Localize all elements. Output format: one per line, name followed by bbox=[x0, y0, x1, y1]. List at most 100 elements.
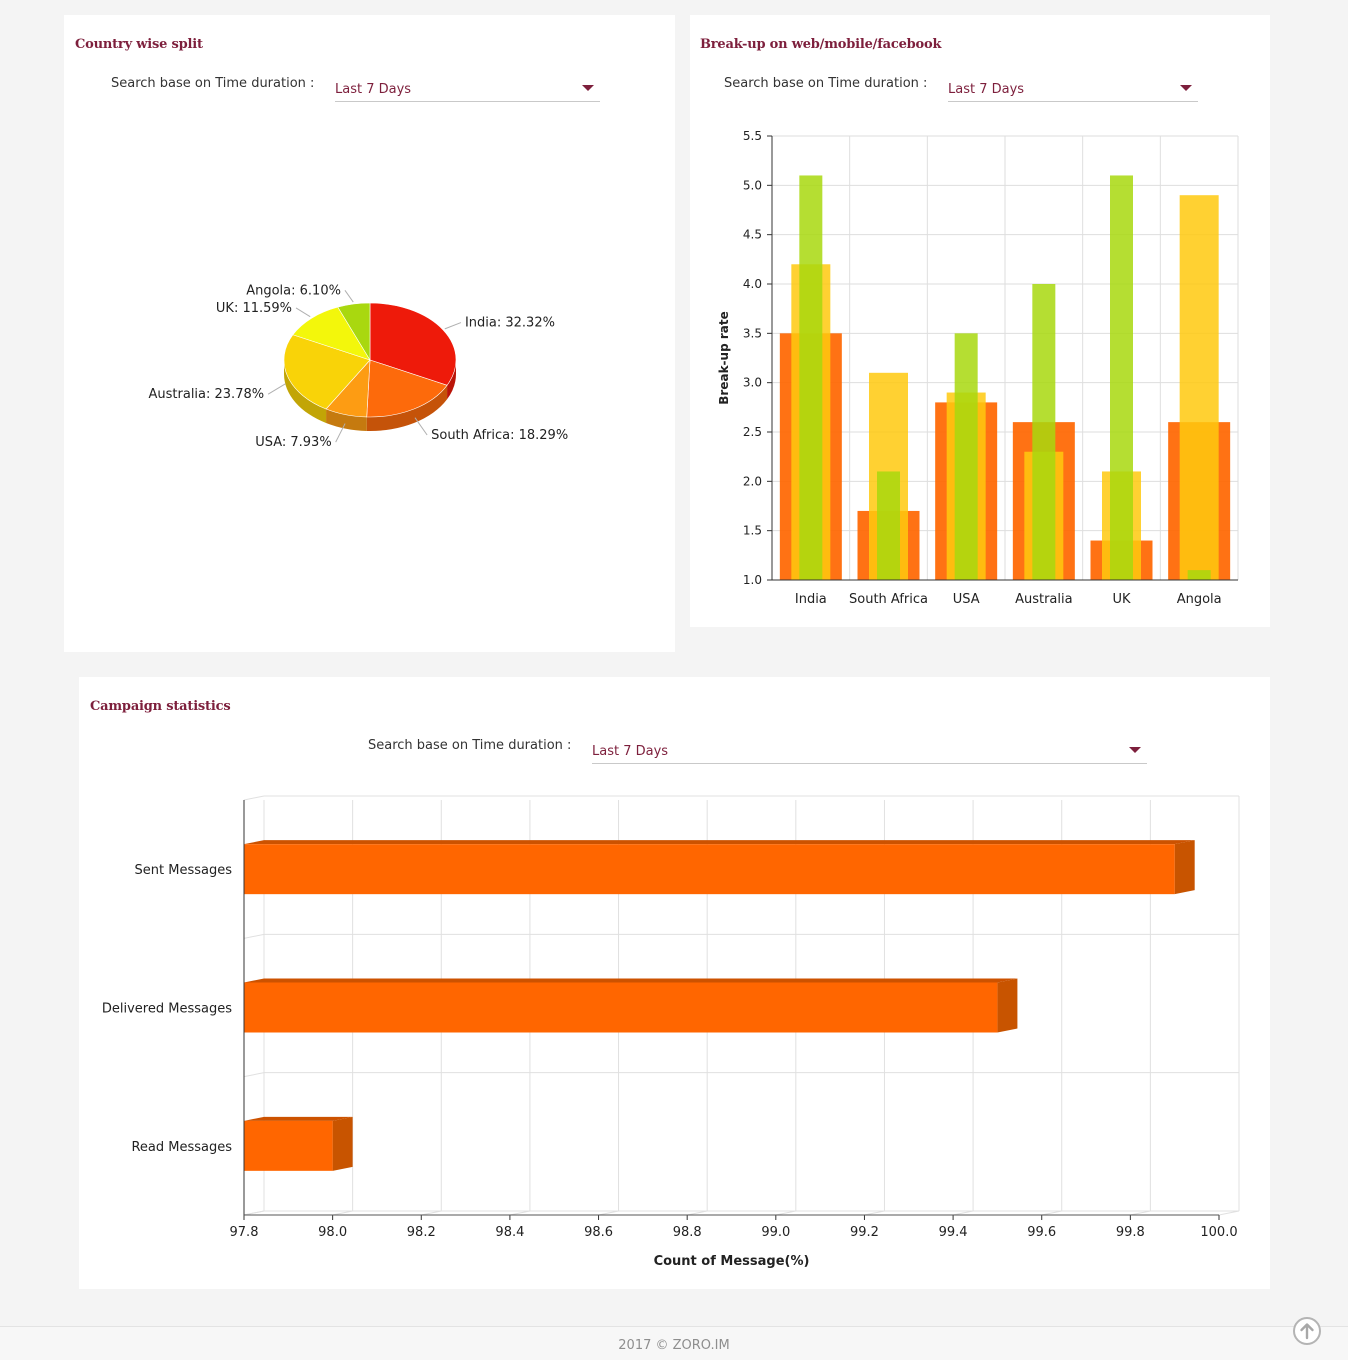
pie-label-india: India: 32.32% bbox=[465, 316, 555, 331]
bar-delivered-messages bbox=[244, 982, 998, 1033]
x-tick-label-south-africa: South Africa bbox=[849, 592, 928, 607]
bar-top-sent-messages bbox=[244, 840, 1195, 845]
campaign-duration-select[interactable]: Last 7 Days bbox=[592, 738, 1147, 764]
y-tick-label: 5.5 bbox=[743, 129, 762, 143]
y-tick-label: 1.0 bbox=[743, 573, 762, 587]
pie-connector-angola bbox=[344, 290, 354, 303]
campaign-search-label: Search base on Time duration : bbox=[368, 738, 572, 753]
pie-connector-usa bbox=[335, 423, 346, 443]
bar-facebook-angola bbox=[1187, 570, 1211, 580]
y-axis-title: Break-up rate bbox=[717, 311, 731, 404]
chevron-down-icon bbox=[582, 85, 594, 91]
y-gridline-side bbox=[243, 795, 265, 801]
pie-slice-south-africa bbox=[366, 359, 448, 418]
chevron-down-icon bbox=[1129, 747, 1141, 753]
bar-side-sent-messages bbox=[1174, 840, 1195, 895]
pie-side-india bbox=[447, 360, 456, 400]
pie-connector-south-africa bbox=[414, 417, 428, 436]
bar-side-delivered-messages bbox=[997, 978, 1018, 1033]
bar-side-read-messages bbox=[332, 1116, 353, 1171]
footer-copyright: 2017 © ZORO.IM bbox=[618, 1338, 730, 1353]
y-tick-label: 2.0 bbox=[743, 474, 762, 488]
bar-facebook-uk bbox=[1110, 175, 1133, 580]
campaign-bar-chart: 97.8 98.0 98.2 98.4 98.6 98.8 99.0 99.2 99.4 99.6… bbox=[102, 795, 1240, 1269]
y-gridline-side bbox=[243, 933, 265, 939]
bar-facebook-usa bbox=[954, 333, 978, 580]
y-tick-label: 3.5 bbox=[743, 326, 762, 340]
pie-connector-australia bbox=[267, 383, 286, 395]
y-tick-label: 5.0 bbox=[743, 178, 762, 192]
pie-label-angola: Angola: 6.10% bbox=[246, 283, 341, 298]
pie-label-uk: UK: 11.59% bbox=[216, 301, 292, 316]
x-tick-label: 97.8 bbox=[230, 1225, 259, 1240]
chevron-down-icon bbox=[1180, 85, 1192, 91]
x-tick-label: 98.2 bbox=[407, 1225, 436, 1240]
y-tick-label: 1.5 bbox=[743, 524, 762, 538]
pie-slice-angola bbox=[337, 302, 371, 362]
y-tick-label: 2.5 bbox=[743, 425, 762, 439]
x-gridline-floor bbox=[598, 1210, 619, 1216]
bar-top-read-messages bbox=[244, 1116, 353, 1121]
bar-top-delivered-messages bbox=[244, 978, 1018, 983]
x-tick-label: 100.0 bbox=[1200, 1225, 1237, 1240]
x-gridline-floor bbox=[509, 1210, 531, 1216]
bar-facebook-south-africa bbox=[877, 471, 900, 580]
pie-connector-india bbox=[444, 322, 462, 330]
y-tick-label: 3.0 bbox=[743, 376, 762, 390]
pie-label-australia: Australia: 23.78% bbox=[149, 387, 265, 402]
campaign-title: Campaign statistics bbox=[90, 699, 231, 714]
country-split-duration-select[interactable]: Last 7 Days bbox=[335, 76, 600, 102]
breakup-duration-select[interactable]: Last 7 Days bbox=[948, 76, 1198, 102]
x-tick-label: 98.6 bbox=[584, 1225, 613, 1240]
x-gridline-floor bbox=[1218, 1210, 1240, 1216]
x-gridline-floor bbox=[421, 1210, 442, 1216]
x-gridline-floor bbox=[1130, 1210, 1151, 1216]
pie-side-usa bbox=[326, 408, 367, 431]
footer: 2017 © ZORO.IM bbox=[0, 1326, 1348, 1360]
pie-label-usa: USA: 7.93% bbox=[255, 435, 331, 450]
x-tick-label-angola: Angola bbox=[1177, 592, 1222, 607]
y-gridline-side bbox=[243, 1210, 265, 1216]
breakup-search-label: Search base on Time duration : bbox=[724, 76, 928, 91]
bar-mobile-angola bbox=[1179, 195, 1219, 580]
x-axis-title: Count of Message(%) bbox=[654, 1254, 810, 1269]
x-tick-label-australia: Australia bbox=[1015, 592, 1073, 607]
pie-slice-uk bbox=[292, 306, 371, 361]
scroll-to-top-button[interactable] bbox=[1293, 1317, 1321, 1345]
x-tick-label: 98.8 bbox=[673, 1225, 702, 1240]
bar-facebook-india bbox=[799, 175, 823, 580]
x-gridline-floor bbox=[332, 1210, 353, 1216]
y-tick-label: 4.5 bbox=[743, 228, 762, 242]
x-tick-label: 99.4 bbox=[939, 1225, 968, 1240]
x-tick-label-uk: UK bbox=[1112, 592, 1131, 607]
x-tick-label: 98.0 bbox=[318, 1225, 347, 1240]
x-gridline-floor bbox=[687, 1210, 708, 1216]
campaign-duration-value: Last 7 Days bbox=[592, 744, 669, 759]
bar-facebook-australia bbox=[1032, 284, 1056, 580]
pie-side-south-africa bbox=[366, 385, 448, 431]
x-tick-label: 99.8 bbox=[1116, 1225, 1145, 1240]
pie-label-south-africa: South Africa: 18.29% bbox=[431, 428, 568, 443]
x-gridline-floor bbox=[952, 1210, 974, 1216]
arrow-up-circle-icon bbox=[1300, 1323, 1314, 1340]
breakup-card: Break-up on web/mobile/facebook Search b… bbox=[690, 15, 1270, 627]
pie-chart: India: 32.32% South Africa: 18.29% USA: 7.… bbox=[149, 283, 569, 450]
country-split-title: Country wise split bbox=[75, 37, 203, 52]
x-tick-label: 99.2 bbox=[850, 1225, 879, 1240]
bar-sent-messages bbox=[244, 844, 1175, 895]
y-gridline-side bbox=[243, 1072, 265, 1078]
country-split-search-label: Search base on Time duration : bbox=[111, 76, 315, 91]
bar-read-messages bbox=[244, 1120, 333, 1171]
y-tick-label-delivered-messages: Delivered Messages bbox=[102, 1002, 232, 1017]
x-gridline-floor bbox=[775, 1210, 796, 1216]
y-tick-label-read-messages: Read Messages bbox=[131, 1140, 232, 1155]
breakup-title: Break-up on web/mobile/facebook bbox=[700, 37, 942, 52]
pie-slice-australia bbox=[283, 334, 371, 410]
pie-connector-uk bbox=[295, 307, 311, 318]
x-tick-label: 99.6 bbox=[1027, 1225, 1056, 1240]
country-split-card: Country wise split Search base on Time d… bbox=[64, 15, 675, 652]
x-gridline-floor bbox=[864, 1210, 885, 1216]
pie-slice-india bbox=[369, 302, 457, 386]
y-tick-label: 4.0 bbox=[743, 277, 762, 291]
x-tick-label: 98.4 bbox=[495, 1225, 524, 1240]
